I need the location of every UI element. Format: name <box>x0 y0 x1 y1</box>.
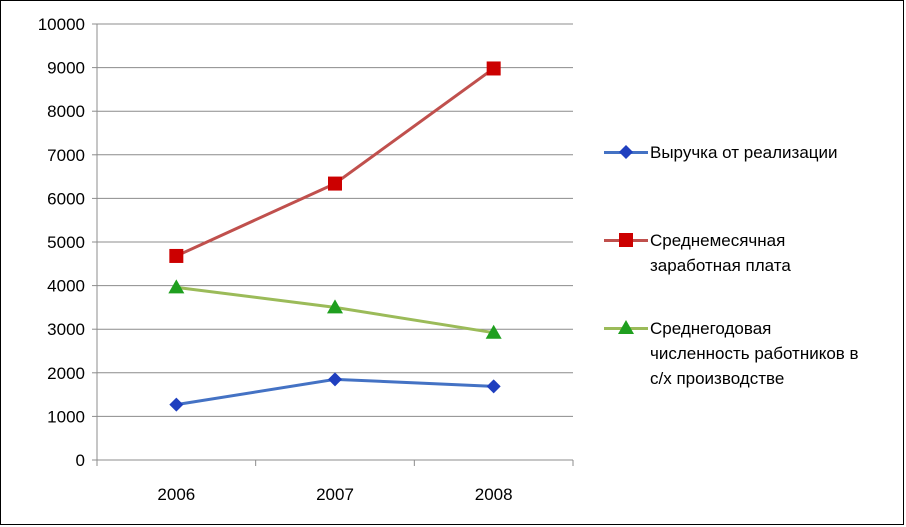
diamond-point <box>169 397 184 412</box>
y-tick-label: 4000 <box>47 277 85 296</box>
series-1 <box>169 61 501 263</box>
series-0 <box>169 372 501 412</box>
x-tick-label: 2006 <box>157 485 195 504</box>
series-group <box>168 61 502 412</box>
diamond-point <box>486 379 501 394</box>
diamond-point <box>328 372 342 387</box>
series-2 <box>168 279 502 339</box>
y-tick-label: 9000 <box>47 59 85 78</box>
triangle-point <box>168 279 185 294</box>
diamond-marker-icon <box>619 145 633 159</box>
y-tick-label: 6000 <box>47 189 85 208</box>
square-point <box>486 61 501 76</box>
triangle-point <box>485 324 502 339</box>
legend-label-workers: Среднегодовая численность работников в с… <box>650 319 859 388</box>
y-tick-label: 1000 <box>47 407 85 426</box>
triangle-point <box>327 299 343 314</box>
y-tick-label: 10000 <box>38 15 85 34</box>
y-tick-label: 3000 <box>47 320 85 339</box>
y-axis-ticks: 0 1000 2000 3000 4000 5000 6000 7000 8000 9000 100… <box>38 15 97 470</box>
x-axis-ticks: 2006 2007 2008 <box>96 460 574 504</box>
square-marker-icon <box>619 233 633 247</box>
series-line <box>175 67 495 258</box>
y-tick-label: 0 <box>76 451 85 470</box>
y-tick-label: 5000 <box>47 233 85 252</box>
legend-label-revenue: Выручка от реализации <box>650 143 838 162</box>
y-tick-label: 7000 <box>47 146 85 165</box>
triangle-marker-icon <box>618 320 634 334</box>
legend-label-salary: Среднемесячная заработная плата <box>650 231 791 275</box>
square-point <box>328 176 342 191</box>
y-tick-label: 2000 <box>47 364 85 383</box>
square-point <box>169 248 184 263</box>
x-tick-label: 2007 <box>316 485 354 504</box>
x-tick-label: 2008 <box>475 485 513 504</box>
y-tick-label: 8000 <box>47 102 85 121</box>
gridlines <box>97 23 573 417</box>
